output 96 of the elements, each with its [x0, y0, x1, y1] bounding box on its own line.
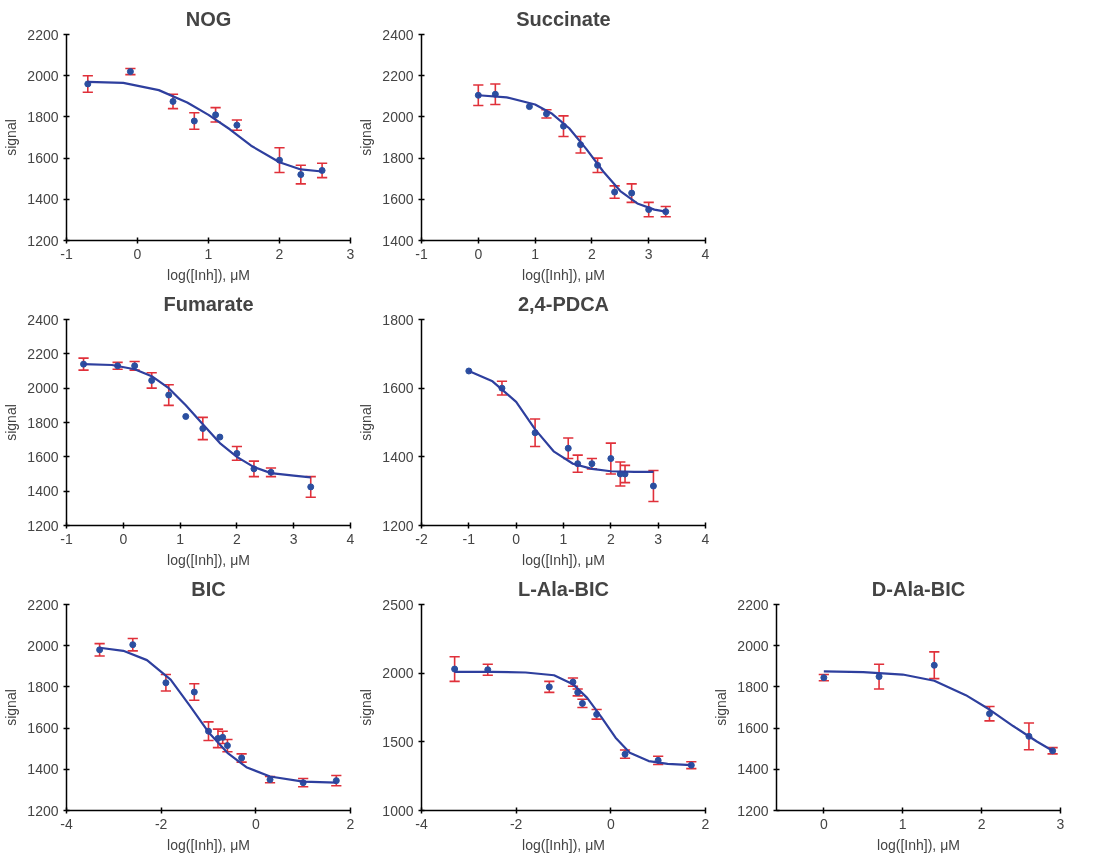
y-tick-label: 2000 — [27, 637, 59, 654]
x-tick-label: -1 — [60, 530, 73, 547]
y-tick-label: 2000 — [382, 108, 414, 125]
y-axis-title: signal — [713, 689, 730, 726]
y-tick-label: 2000 — [27, 67, 59, 84]
y-tick-label: 1600 — [27, 720, 59, 737]
x-tick-label: -1 — [462, 530, 476, 547]
x-tick-label: 0 — [512, 530, 521, 547]
x-tick-label: -4 — [415, 815, 428, 832]
y-tick-label: 2200 — [27, 345, 59, 362]
x-tick-label: 3 — [644, 245, 653, 262]
x-tick-label: 1 — [204, 245, 213, 262]
x-tick-label: 1 — [176, 530, 185, 547]
y-tick-label: 1600 — [382, 380, 414, 397]
x-tick-label: 2 — [346, 815, 355, 832]
chart-title: D-Ala-BIC — [871, 577, 966, 600]
chart-title: L-Ala-BIC — [517, 577, 610, 600]
x-tick-label: 1 — [531, 245, 540, 262]
x-tick-label: -2 — [509, 815, 523, 832]
y-tick-label: 2000 — [27, 380, 59, 397]
y-tick-label: 1200 — [382, 517, 414, 534]
x-tick-label: -1 — [60, 245, 73, 262]
y-tick-label: 1800 — [737, 678, 769, 695]
y-tick-label: 1600 — [737, 720, 769, 737]
y-axis-title: signal — [3, 404, 20, 441]
x-tick-label: 4 — [701, 530, 710, 547]
x-tick-label: -2 — [154, 815, 168, 832]
x-tick-label: 2 — [275, 245, 284, 262]
x-tick-label: 2 — [588, 245, 597, 262]
y-axis-title: signal — [358, 404, 375, 441]
y-axis-title: signal — [358, 689, 375, 726]
chart-title: Succinate — [516, 7, 611, 30]
x-tick-label: -4 — [60, 815, 73, 832]
x-axis-title: log([Inh]), μM — [167, 836, 250, 853]
x-tick-label: 3 — [289, 530, 298, 547]
y-axis-title: signal — [3, 689, 20, 726]
chart-title: 2,4-PDCA — [517, 292, 610, 315]
y-tick-label: 1800 — [27, 678, 59, 695]
x-tick-label: -1 — [415, 245, 428, 262]
x-axis-title: log([Inh]), μM — [522, 836, 605, 853]
y-tick-label: 2400 — [382, 26, 414, 43]
y-tick-label: 1200 — [27, 517, 59, 534]
x-tick-label: 4 — [701, 245, 710, 262]
y-tick-label: 1600 — [27, 150, 59, 167]
x-tick-label: 0 — [119, 530, 128, 547]
x-tick-label: 2 — [233, 530, 242, 547]
chart-title: Fumarate — [163, 292, 254, 315]
y-tick-label: 1400 — [27, 483, 59, 500]
y-tick-label: 1800 — [27, 414, 59, 431]
x-tick-label: 2 — [977, 815, 986, 832]
y-tick-label: 2000 — [737, 637, 769, 654]
x-tick-label: 3 — [346, 245, 355, 262]
y-tick-label: 1800 — [382, 311, 414, 328]
x-tick-label: 0 — [251, 815, 260, 832]
y-tick-label: 1200 — [27, 802, 59, 819]
y-tick-label: 1600 — [382, 191, 414, 208]
y-tick-label: 1400 — [737, 761, 769, 778]
chart-title: NOG — [185, 7, 232, 30]
x-tick-label: 0 — [819, 815, 828, 832]
x-tick-label: 2 — [701, 815, 710, 832]
x-tick-label: 0 — [606, 815, 615, 832]
x-tick-label: 3 — [1056, 815, 1065, 832]
y-tick-label: 2400 — [27, 311, 59, 328]
x-axis-title: log([Inh]), μM — [877, 836, 960, 853]
x-axis-title: log([Inh]), μM — [522, 551, 605, 568]
y-tick-label: 2000 — [382, 665, 414, 682]
x-tick-label: 1 — [559, 530, 568, 547]
x-tick-label: -2 — [415, 530, 428, 547]
y-axis-title: signal — [358, 119, 375, 156]
y-tick-label: 1200 — [27, 232, 59, 249]
x-axis-title: log([Inh]), μM — [167, 266, 250, 283]
x-tick-label: 1 — [898, 815, 907, 832]
y-tick-label: 1400 — [27, 761, 59, 778]
x-tick-label: 0 — [474, 245, 483, 262]
x-tick-label: 4 — [346, 530, 355, 547]
x-axis-title: log([Inh]), μM — [522, 266, 605, 283]
y-tick-label: 2200 — [737, 596, 769, 613]
chart-title: BIC — [191, 577, 226, 600]
y-tick-label: 1800 — [382, 150, 414, 167]
y-tick-label: 1600 — [27, 448, 59, 465]
y-tick-label: 2500 — [382, 596, 414, 613]
x-tick-label: 2 — [606, 530, 615, 547]
x-tick-label: 3 — [654, 530, 663, 547]
y-tick-label: 1400 — [382, 232, 414, 249]
y-axis-title: signal — [3, 119, 20, 156]
y-tick-label: 1200 — [737, 802, 769, 819]
x-tick-label: 0 — [133, 245, 142, 262]
y-tick-label: 2200 — [382, 67, 414, 84]
y-tick-label: 1800 — [27, 108, 59, 125]
y-tick-label: 1500 — [382, 733, 414, 750]
x-axis-title: log([Inh]), μM — [167, 551, 250, 568]
y-tick-label: 1000 — [382, 802, 414, 819]
y-tick-label: 1400 — [27, 191, 59, 208]
y-tick-label: 1400 — [382, 448, 414, 465]
y-tick-label: 2200 — [27, 596, 59, 613]
y-tick-label: 2200 — [27, 26, 59, 43]
